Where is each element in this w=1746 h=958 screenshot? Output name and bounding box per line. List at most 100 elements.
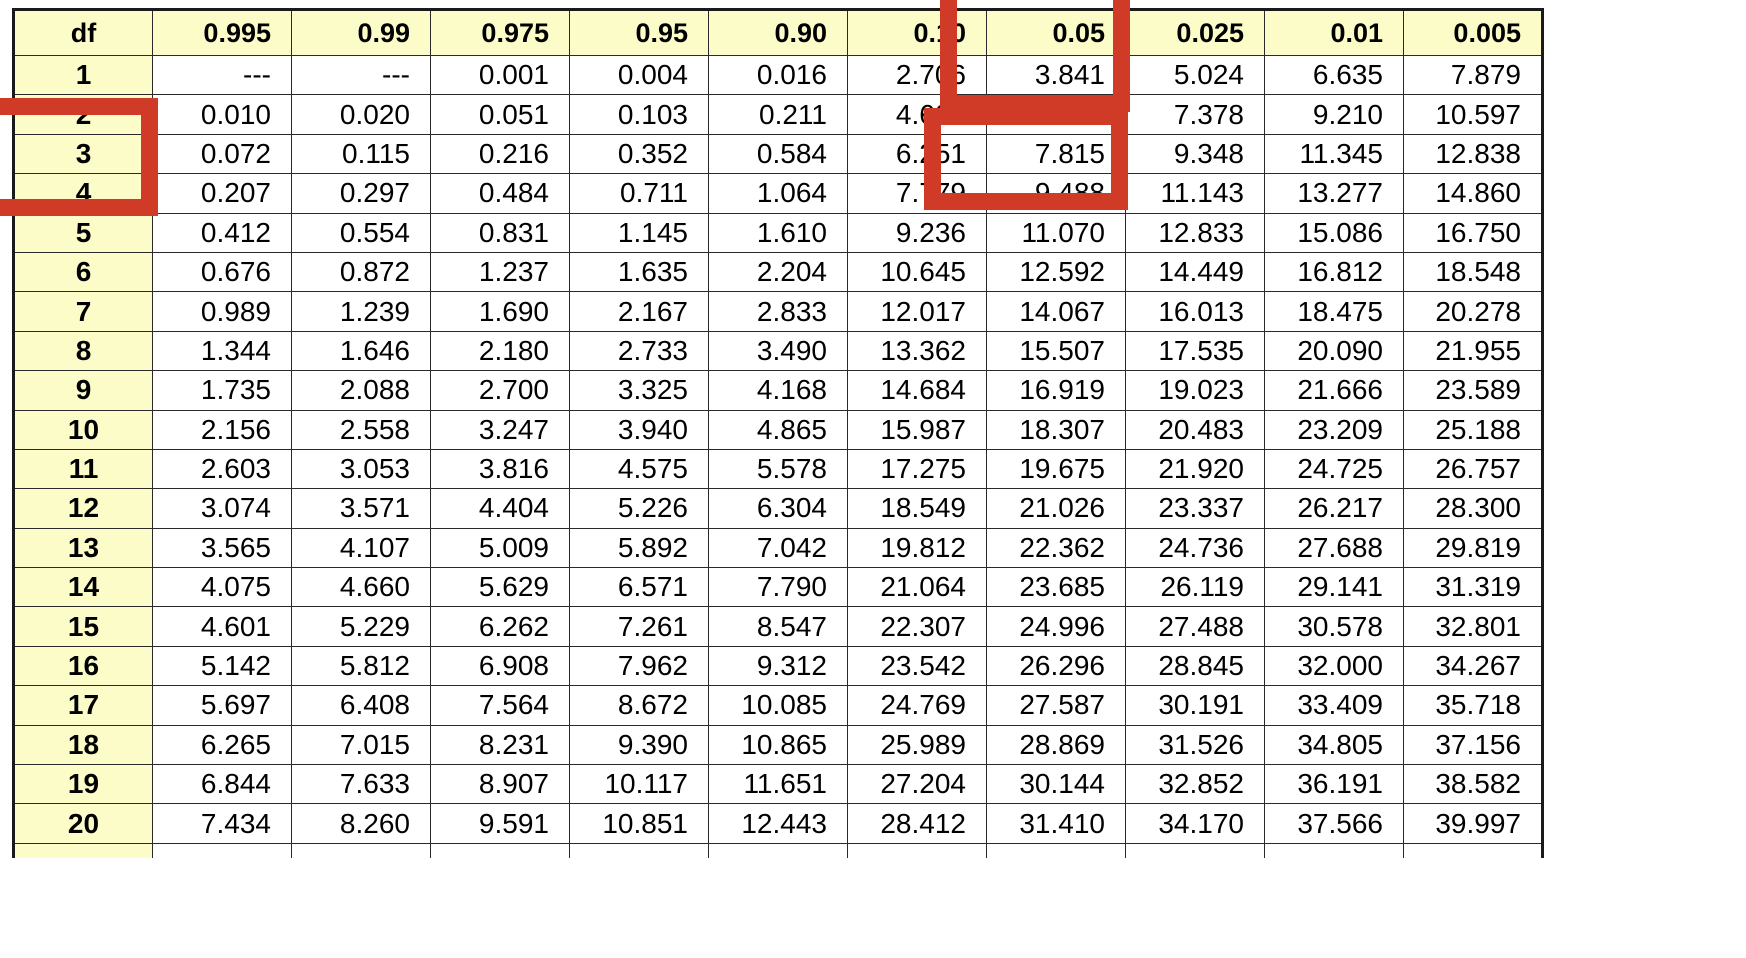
table-cell: 6.304: [708, 488, 848, 529]
table-cell: 10.865: [708, 724, 848, 766]
table-cell: 6.408: [291, 685, 431, 726]
table-cell: 5.229: [291, 606, 431, 647]
table-cell: 24.736: [1125, 527, 1265, 569]
table-cell: 3.940: [569, 409, 709, 450]
table-row: 15 4.601 5.229 6.262 7.261 8.547 22.307 24.996 2…: [13, 606, 1543, 647]
table-cell: 22.307: [847, 606, 987, 647]
table-cell: 1.735: [152, 370, 292, 411]
table-cell: 9.488: [986, 173, 1126, 214]
table-cell: 8.260: [291, 803, 431, 844]
table-cell: 2.700: [430, 370, 570, 411]
table-cell: 0.103: [569, 94, 709, 135]
table-cell: 16.919: [986, 370, 1126, 411]
column-header-0-005: 0.005: [1403, 9, 1543, 56]
table-cell: 23.685: [986, 567, 1126, 608]
df-cell: 2: [13, 94, 153, 135]
table-cell: 23.542: [847, 645, 987, 687]
table-cell: 0.584: [708, 133, 848, 175]
table-cell: 5.578: [708, 448, 848, 490]
table-cell: 28.412: [847, 803, 987, 844]
table-cell: 14.067: [986, 291, 1126, 332]
chi-square-critical-values-table: df 0.995 0.99 0.975 0.95 0.90 0.10 0.05 0.025 0.0…: [12, 8, 1544, 858]
table-cell: 3.565: [152, 527, 292, 569]
table-cell: 3.074: [152, 488, 292, 529]
table-cell: 0.115: [291, 133, 431, 175]
table-cell: 29.141: [1264, 567, 1404, 608]
table-cell: 6.571: [569, 567, 709, 608]
table-cell: 27.587: [986, 685, 1126, 726]
table-cell: 3.247: [430, 409, 570, 450]
table-cell: 19.023: [1125, 370, 1265, 411]
table-cell: 9.591: [430, 803, 570, 844]
table-cell: 0.211: [708, 94, 848, 135]
table-cell: 3.841: [986, 54, 1126, 96]
table-cell: 1.064: [708, 173, 848, 214]
df-cell: 1: [13, 54, 153, 96]
table-cell: 6.251: [847, 133, 987, 175]
table-cell: 1.239: [291, 291, 431, 332]
table-cell: 7.378: [1125, 94, 1265, 135]
table-cell: 5.226: [569, 488, 709, 529]
table-cell: 5.009: [430, 527, 570, 569]
column-header-0-975: 0.975: [430, 9, 570, 56]
table-cell: 23.337: [1125, 488, 1265, 529]
table-cell: 19.675: [986, 448, 1126, 490]
table-cell: 20.278: [1403, 291, 1543, 332]
table-cell: 32.852: [1125, 764, 1265, 805]
table-cell: 8.547: [708, 606, 848, 647]
table-cell: 0.001: [430, 54, 570, 96]
table-cell: 5.629: [430, 567, 570, 608]
table-cell: 6.908: [430, 645, 570, 687]
df-cell: 19: [13, 764, 153, 805]
table-row: 5 0.412 0.554 0.831 1.145 1.610 9.236 11.070 12.…: [13, 212, 1543, 253]
table-cell: 15.086: [1264, 212, 1404, 253]
table-cell: 16.812: [1264, 251, 1404, 293]
table-cell: 2.558: [291, 409, 431, 450]
table-cell: 4.865: [708, 409, 848, 450]
table-cell: 7.015: [291, 724, 431, 766]
table-cell: 2.167: [569, 291, 709, 332]
table-cell: 26.296: [986, 645, 1126, 687]
table-cell: 9.312: [708, 645, 848, 687]
table-cell: 6.262: [430, 606, 570, 647]
table-cell: 11.070: [986, 212, 1126, 253]
table-cell: 1.646: [291, 330, 431, 372]
table-cell: 10.645: [847, 251, 987, 293]
table-row: 20 7.434 8.260 9.591 10.851 12.443 28.412 31.41…: [13, 803, 1543, 844]
table-cell: 27.488: [1125, 606, 1265, 647]
table-cell: 1.690: [430, 291, 570, 332]
df-cell: 6: [13, 251, 153, 293]
table-cell: 9.210: [1264, 94, 1404, 135]
df-cell: 11: [13, 448, 153, 490]
table-cell-cutoff: [986, 842, 1126, 858]
table-cell: 10.851: [569, 803, 709, 844]
table-cell: 0.216: [430, 133, 570, 175]
table-cell: 7.564: [430, 685, 570, 726]
table-header: df 0.995 0.99 0.975 0.95 0.90 0.10 0.05 0.025 0.0…: [13, 9, 1543, 56]
table-cell: 12.017: [847, 291, 987, 332]
table-cell-cutoff: [847, 842, 987, 858]
table-cell: 25.989: [847, 724, 987, 766]
table-cell: 11.143: [1125, 173, 1265, 214]
table-cell: 34.805: [1264, 724, 1404, 766]
table-cell: 21.666: [1264, 370, 1404, 411]
column-header-0-90: 0.90: [708, 9, 848, 56]
table-cell: 13.362: [847, 330, 987, 372]
table-cell: 30.578: [1264, 606, 1404, 647]
table-cell: 2.088: [291, 370, 431, 411]
table-cell: 19.812: [847, 527, 987, 569]
table-cell: 8.907: [430, 764, 570, 805]
table-cell: 26.757: [1403, 448, 1543, 490]
table-cell: 1.635: [569, 251, 709, 293]
table-cell: 15.987: [847, 409, 987, 450]
df-cell: 9: [13, 370, 153, 411]
table-cell: 5.892: [569, 527, 709, 569]
column-header-0-01: 0.01: [1264, 9, 1404, 56]
table-row: 14 4.075 4.660 5.629 6.571 7.790 21.064 23.685 2…: [13, 567, 1543, 608]
table-cell: 3.816: [430, 448, 570, 490]
df-cell: 5: [13, 212, 153, 253]
table-cell: 9.390: [569, 724, 709, 766]
table-cell: 14.860: [1403, 173, 1543, 214]
table-cell: 24.725: [1264, 448, 1404, 490]
table-cell: 7.261: [569, 606, 709, 647]
